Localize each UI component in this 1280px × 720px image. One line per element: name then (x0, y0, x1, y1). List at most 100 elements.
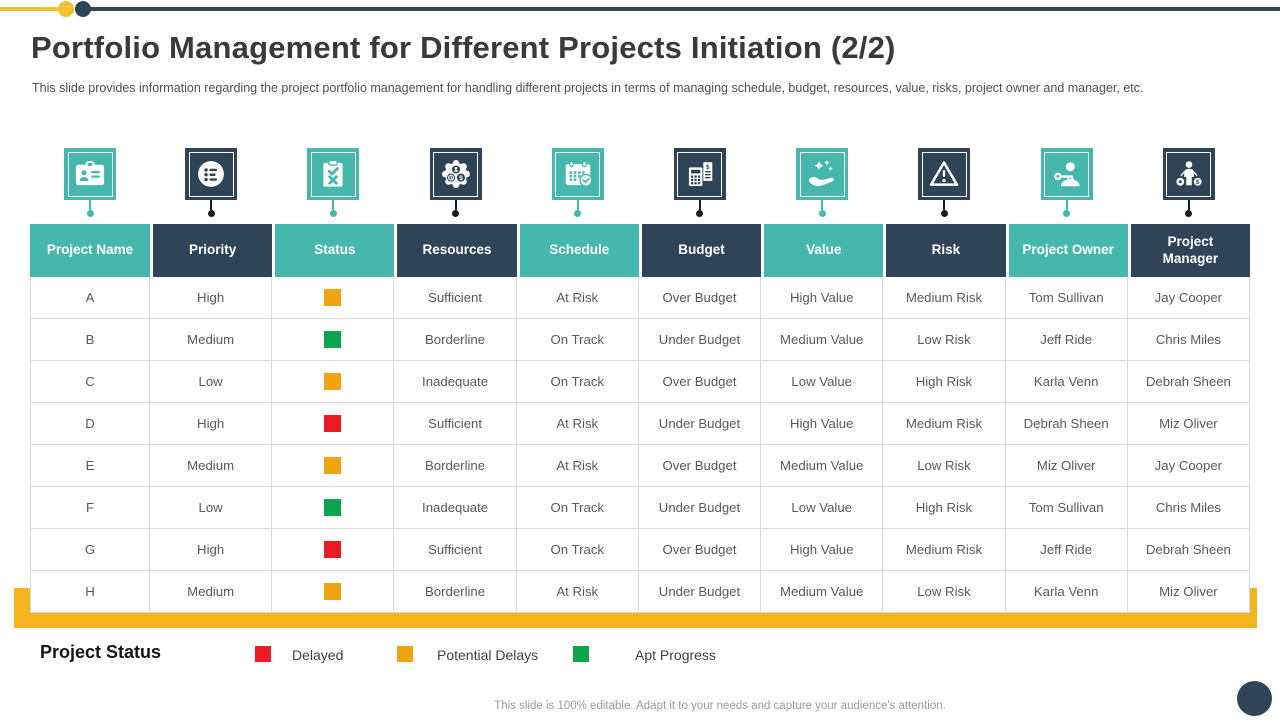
cell-manager-b: Chris Miles (1127, 319, 1250, 361)
header-cell-status: Status (272, 224, 395, 277)
top-navy-line (89, 7, 1280, 11)
cell-priority-b: Medium (150, 319, 273, 361)
cell-budget-g: Over Budget (638, 529, 762, 571)
cell-name-h: H (30, 571, 150, 613)
cell-schedule-g: On Track (516, 529, 639, 571)
priority-list-icon (185, 148, 238, 200)
cell-owner-f: Tom Sullivan (1005, 487, 1128, 529)
value-hand-icon (796, 148, 849, 200)
connector-line (1065, 200, 1068, 210)
header-cell-budget: Budget (638, 224, 762, 277)
column-icons-row: $ $ $ (30, 148, 1250, 222)
cell-priority-h: Medium (150, 571, 273, 613)
cell-resources-a: Sufficient (394, 277, 517, 319)
connector-dot (818, 210, 826, 217)
risk-warning-icon (918, 148, 971, 200)
cell-risk-g: Medium Risk (883, 529, 1006, 571)
connector-line (943, 200, 946, 210)
legend-title: Project Status (40, 642, 162, 662)
column-icon-schedule (517, 148, 639, 222)
cell-schedule-e: At Risk (516, 445, 639, 487)
legend-label-potential-delays: Potential Delays (437, 647, 539, 663)
status-swatch-red (324, 541, 342, 558)
cell-priority-f: Low (150, 487, 273, 529)
connector-dot (452, 210, 460, 217)
column-icon-project-name (30, 148, 150, 222)
svg-text:$: $ (1196, 180, 1200, 186)
cell-schedule-c: On Track (516, 361, 639, 403)
cell-owner-g: Jeff Ride (1005, 529, 1128, 571)
status-swatch-amber (324, 373, 342, 390)
cell-resources-e: Borderline (394, 445, 517, 487)
status-cell-d (272, 403, 395, 445)
header-cell-resources: Resources (394, 224, 517, 277)
connector-line (210, 200, 213, 210)
cell-schedule-h: At Risk (516, 571, 639, 613)
status-cell-g (272, 529, 395, 571)
cell-budget-a: Over Budget (638, 277, 762, 319)
legend-label-delayed: Delayed (292, 647, 344, 663)
connector-dot (207, 210, 215, 217)
cell-owner-b: Jeff Ride (1005, 319, 1128, 361)
column-icon-resources: $ (394, 148, 516, 222)
cell-value-f: Low Value (761, 487, 884, 529)
column-icon-budget: $ (639, 148, 761, 222)
header-cell-project-name: Project Name (30, 224, 150, 277)
cell-budget-c: Over Budget (638, 361, 762, 403)
cell-name-e: E (30, 445, 150, 487)
footer-note: This slide is 100% editable. Adapt it to… (494, 700, 946, 712)
cell-resources-d: Sufficient (394, 403, 517, 445)
header-cell-project-owner: Project Owner (1005, 224, 1128, 277)
status-cell-e (272, 445, 395, 487)
svg-text:$: $ (459, 175, 463, 182)
status-swatch-amber (324, 583, 342, 600)
legend-swatch-green (573, 646, 589, 662)
connector-dot (1063, 210, 1071, 217)
cell-name-f: F (30, 487, 150, 529)
cell-priority-d: High (150, 403, 273, 445)
column-icon-project-manager: $ (1128, 148, 1250, 222)
cell-budget-b: Under Budget (638, 319, 762, 361)
status-clipboard-icon (307, 148, 360, 200)
cell-resources-c: Inadequate (394, 361, 517, 403)
connector-line (1187, 200, 1190, 210)
cell-risk-b: Low Risk (883, 319, 1006, 361)
cell-schedule-d: At Risk (516, 403, 639, 445)
connector-line (89, 200, 91, 210)
cell-owner-c: Karla Venn (1005, 361, 1128, 403)
resources-gear-icon: $ (429, 148, 482, 200)
cell-resources-g: Sufficient (394, 529, 517, 571)
cell-risk-c: High Risk (883, 361, 1006, 403)
yellow-dot (58, 1, 74, 17)
connector-line (576, 200, 579, 210)
cell-owner-h: Karla Venn (1005, 571, 1128, 613)
cell-resources-f: Inadequate (394, 487, 517, 529)
connector-dot (574, 210, 582, 217)
header-cell-risk: Risk (883, 224, 1006, 277)
id-card-icon (64, 148, 116, 200)
header-cell-value: Value (761, 224, 884, 277)
cell-manager-h: Miz Oliver (1127, 571, 1250, 613)
page-title: Portfolio Management for Different Proje… (31, 30, 896, 65)
cell-manager-d: Miz Oliver (1127, 403, 1250, 445)
cell-manager-c: Debrah Sheen (1127, 361, 1250, 403)
schedule-calendar-icon (551, 148, 604, 200)
cell-owner-a: Tom Sullivan (1005, 277, 1128, 319)
cell-manager-e: Jay Cooper (1127, 445, 1250, 487)
connector-dot (1185, 210, 1193, 217)
connector-line (454, 200, 457, 210)
cell-value-h: Medium Value (761, 571, 884, 613)
cell-budget-h: Under Budget (638, 571, 762, 613)
cell-budget-f: Under Budget (638, 487, 762, 529)
cell-priority-e: Medium (150, 445, 273, 487)
cell-schedule-b: On Track (516, 319, 639, 361)
cell-value-d: High Value (761, 403, 884, 445)
navy-dot (75, 1, 91, 17)
cell-risk-e: Low Risk (883, 445, 1006, 487)
cell-risk-a: Medium Risk (883, 277, 1006, 319)
connector-dot (86, 210, 94, 217)
cell-resources-h: Borderline (394, 571, 517, 613)
connector-dot (940, 210, 948, 217)
status-swatch-green (324, 499, 342, 516)
column-icon-project-owner (1006, 148, 1128, 222)
